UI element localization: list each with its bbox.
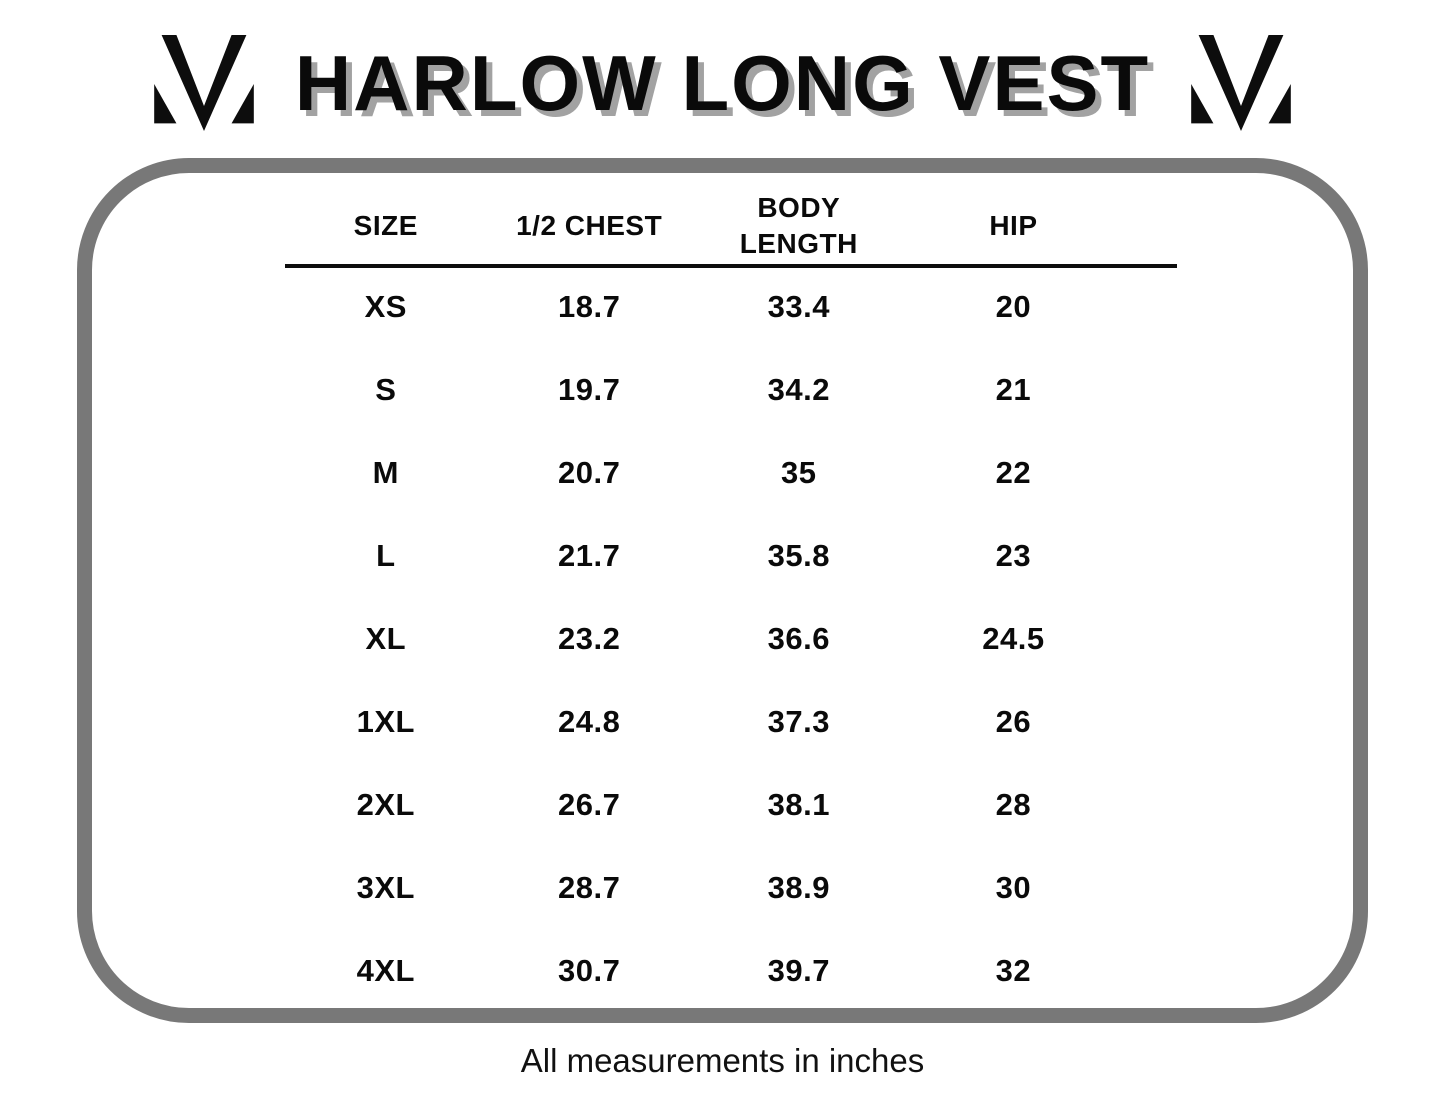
chest-cell: 21.7 [557, 537, 621, 573]
page-title: HARLOW LONG VEST [294, 38, 1151, 127]
hip-cell: 28 [995, 786, 1032, 822]
m-monogram-icon [1191, 35, 1291, 131]
size-chart-table: SIZE 1/2 CHEST BODY LENGTH HIP XS 18.7 33.… [285, 186, 1177, 1012]
col-header-body-length: BODY LENGTH [692, 186, 906, 265]
hip-cell: 21 [995, 371, 1032, 407]
chest-cell: 30.7 [557, 952, 621, 988]
table-row: 3XL 28.7 38.9 30 [285, 846, 1177, 929]
hip-cell: 32 [995, 952, 1032, 988]
size-cell: 2XL [356, 786, 415, 822]
body-length-cell: 36.6 [767, 620, 830, 656]
chest-cell: 24.8 [557, 703, 621, 739]
m-monogram-icon [154, 35, 254, 131]
size-chart-body: XS 18.7 33.4 20 S 19.7 34.2 21 M 20.7 35 22 L 21.7 35.… [285, 265, 1177, 1012]
body-length-cell: 33.4 [767, 288, 830, 324]
body-length-cell: 38.9 [767, 869, 830, 905]
hip-cell: 20 [995, 288, 1032, 324]
table-row: 1XL 24.8 37.3 26 [285, 680, 1177, 763]
size-cell: XS [364, 288, 407, 324]
col-header-half-chest: 1/2 CHEST [516, 209, 663, 241]
size-cell: 3XL [356, 869, 415, 905]
size-cell: 1XL [356, 703, 415, 739]
chest-cell: 23.2 [557, 620, 621, 656]
table-row: XS 18.7 33.4 20 [285, 265, 1177, 348]
table-row: M 20.7 35 22 [285, 431, 1177, 514]
hip-cell: 24.5 [982, 620, 1045, 656]
body-length-cell: 38.1 [767, 786, 830, 822]
measurement-note: All measurements in inches [520, 1042, 925, 1079]
table-row: 4XL 30.7 39.7 32 [285, 929, 1177, 1012]
table-header-row: SIZE 1/2 CHEST BODY LENGTH HIP [285, 186, 1177, 265]
table-row: 2XL 26.7 38.1 28 [285, 763, 1177, 846]
size-cell: L [376, 537, 396, 573]
body-length-cell: 34.2 [767, 371, 830, 407]
size-cell: M [372, 454, 399, 490]
chest-cell: 18.7 [557, 288, 621, 324]
hip-cell: 23 [995, 537, 1032, 573]
body-length-cell: 37.3 [767, 703, 830, 739]
chest-cell: 26.7 [557, 786, 621, 822]
hip-cell: 26 [995, 703, 1032, 739]
col-header-hip: HIP [989, 209, 1038, 241]
chest-cell: 20.7 [557, 454, 621, 490]
hip-cell: 22 [995, 454, 1032, 490]
chest-cell: 19.7 [557, 371, 621, 407]
table-row: XL 23.2 36.6 24.5 [285, 597, 1177, 680]
table-row: L 21.7 35.8 23 [285, 514, 1177, 597]
body-length-cell: 35 [781, 454, 817, 490]
chest-cell: 28.7 [557, 869, 621, 905]
col-header-size: SIZE [353, 209, 418, 241]
body-length-cell: 39.7 [767, 952, 830, 988]
hip-cell: 30 [995, 869, 1032, 905]
size-cell: XL [365, 620, 407, 656]
col-header-body-length-label: BODY LENGTH [739, 191, 858, 259]
header-divider [285, 264, 1177, 268]
header: HARLOW LONG VEST [0, 28, 1445, 138]
size-chart-frame [77, 158, 1368, 1023]
size-cell: S [375, 371, 397, 407]
table-row: S 19.7 34.2 21 [285, 348, 1177, 431]
size-cell: 4XL [356, 952, 415, 988]
body-length-cell: 35.8 [767, 537, 830, 573]
